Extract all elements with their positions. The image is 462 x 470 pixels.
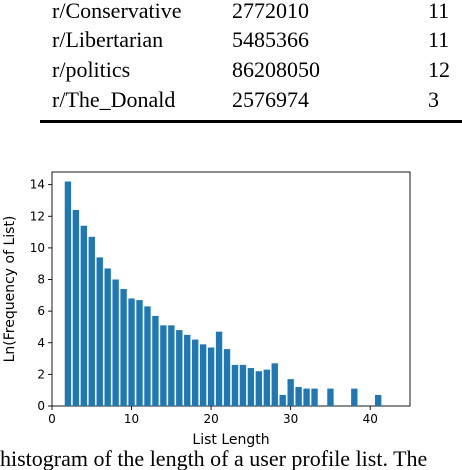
bar [104, 268, 111, 406]
bar [279, 394, 286, 406]
bar [144, 306, 151, 406]
value-cell: 12 [428, 57, 450, 82]
x-tick-label: 0 [48, 412, 56, 426]
subreddit-cell: r/politics [52, 57, 131, 82]
bar [351, 388, 358, 406]
bar [303, 388, 310, 406]
bar [96, 257, 103, 406]
subreddit-cell: r/Libertarian [52, 27, 164, 52]
y-tick-label: 4 [37, 336, 45, 350]
bar [152, 315, 159, 406]
bar [239, 364, 247, 406]
y-tick-label: 14 [30, 178, 45, 192]
bar [374, 394, 382, 406]
bar [64, 181, 72, 406]
bar [112, 279, 119, 406]
bar [168, 325, 175, 406]
count-cell: 86208050 [232, 57, 320, 82]
plot-frame [51, 171, 411, 407]
bar [88, 236, 95, 406]
x-axis-label: List Length [192, 432, 269, 448]
y-tick-label: 6 [37, 304, 45, 318]
bar [223, 349, 231, 406]
y-tick-label: 2 [37, 367, 45, 381]
figure-caption: histogram of the length of a user profil… [0, 448, 428, 470]
y-tick-label: 8 [37, 273, 45, 287]
bar [247, 368, 255, 406]
x-tick-label: 40 [363, 412, 378, 426]
bar [311, 388, 318, 406]
value-cell: 11 [428, 27, 450, 52]
bar [199, 344, 207, 406]
bar [231, 364, 239, 406]
bar [271, 363, 278, 406]
x-tick-label: 30 [283, 412, 298, 426]
histogram-chart: 0 10 20 30 40 0 2 4 6 8 10 12 14 List Length Ln(Freq… [2, 171, 411, 448]
value-cell: 3 [428, 87, 439, 112]
count-cell: 2576974 [232, 87, 309, 112]
y-axis-label: Ln(Frequency of List) [2, 216, 18, 363]
bar [136, 300, 143, 406]
bar [215, 331, 223, 406]
count-cell: 2772010 [232, 0, 309, 23]
bar [176, 330, 183, 406]
bar [72, 209, 80, 406]
bar [255, 371, 263, 406]
bar [160, 325, 167, 406]
bar [120, 289, 127, 406]
bar [295, 387, 302, 406]
bar-series [64, 181, 382, 406]
table-bottom-rule [40, 120, 462, 123]
bar [192, 339, 199, 406]
subreddit-cell: r/Conservative [52, 0, 182, 23]
bar [184, 334, 191, 406]
x-tick-label: 20 [203, 412, 218, 426]
bar [327, 388, 334, 406]
bar [128, 298, 135, 406]
bar [263, 369, 270, 406]
subreddit-cell: r/The_Donald [52, 87, 176, 112]
value-cell: 11 [428, 0, 450, 23]
bar [80, 225, 88, 406]
bar [287, 379, 294, 406]
y-tick-label: 12 [30, 209, 45, 223]
y-tick-label: 10 [30, 241, 45, 255]
y-tick-label: 0 [37, 399, 45, 413]
bar [207, 347, 215, 406]
axes: 0 10 20 30 40 0 2 4 6 8 10 12 14 [30, 178, 378, 426]
x-tick-label: 10 [124, 412, 139, 426]
data-table: r/Conservative 2772010 11 r/Libertarian … [0, 0, 462, 130]
count-cell: 5485366 [232, 27, 309, 52]
